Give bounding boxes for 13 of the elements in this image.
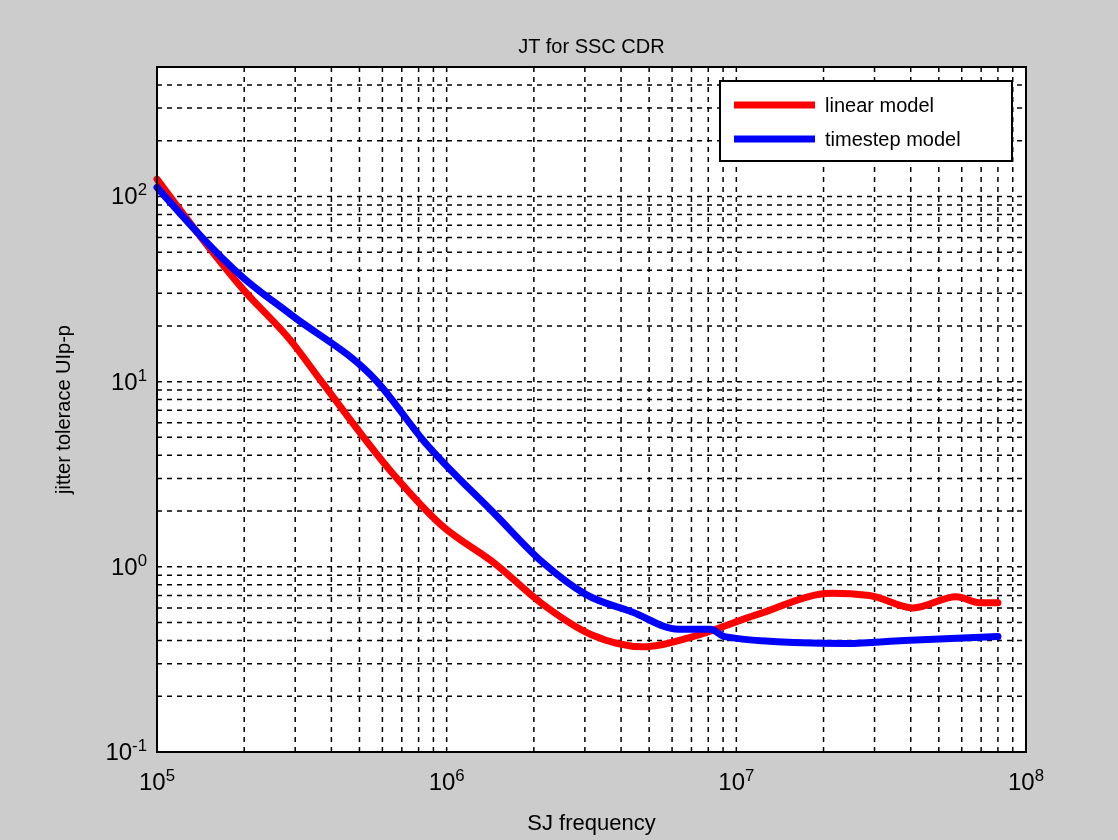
x-tick-label: 10$^{6}$ bbox=[428, 765, 465, 795]
y-tick-label: 10$^{0}$ bbox=[110, 550, 147, 580]
x-tick-label: 10$^{5}$ bbox=[138, 765, 176, 795]
x-axis-title: SJ frequency bbox=[527, 810, 656, 835]
legend-label: linear model bbox=[825, 94, 934, 116]
x-tick-label: 10$^{8}$ bbox=[1007, 765, 1045, 795]
y-axis-title: jitter tolerace UIp-p bbox=[52, 325, 74, 495]
x-tick-label: 10$^{7}$ bbox=[718, 765, 755, 795]
y-tick-label: 10$^{1}$ bbox=[110, 365, 147, 395]
y-tick-label: 10$^{-1}$ bbox=[105, 735, 147, 765]
legend-label: timestep model bbox=[825, 128, 961, 150]
chart-title: JT for SSC CDR bbox=[518, 35, 665, 57]
y-tick-label: 10$^{2}$ bbox=[110, 179, 147, 210]
